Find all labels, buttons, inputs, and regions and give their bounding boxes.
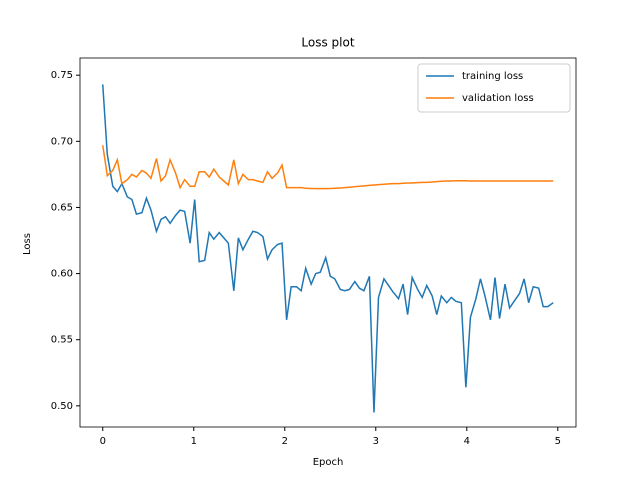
x-tick-label: 0: [100, 436, 106, 447]
line-series: [102, 145, 554, 190]
x-tick-label: 4: [464, 436, 470, 447]
y-tick-label: 0.60: [51, 269, 73, 280]
y-tick-label: 0.50: [51, 401, 73, 412]
chart-title: Loss plot: [301, 36, 354, 50]
x-axis-label: Epoch: [313, 457, 344, 468]
y-tick-label: 0.70: [51, 136, 73, 147]
y-tick-label: 0.55: [51, 335, 73, 346]
legend-label: validation loss: [462, 93, 534, 104]
line-series: [102, 84, 554, 413]
x-tick-label: 2: [282, 436, 288, 447]
legend-box: [417, 63, 571, 113]
plot-frame: [79, 57, 577, 428]
y-axis-label: Loss: [22, 233, 33, 255]
y-tick-label: 0.65: [51, 202, 73, 213]
legend-label: training loss: [462, 71, 523, 82]
x-tick-label: 5: [555, 436, 561, 447]
x-tick-label: 1: [191, 436, 197, 447]
x-tick-label: 3: [373, 436, 379, 447]
y-tick-label: 0.75: [51, 70, 73, 81]
